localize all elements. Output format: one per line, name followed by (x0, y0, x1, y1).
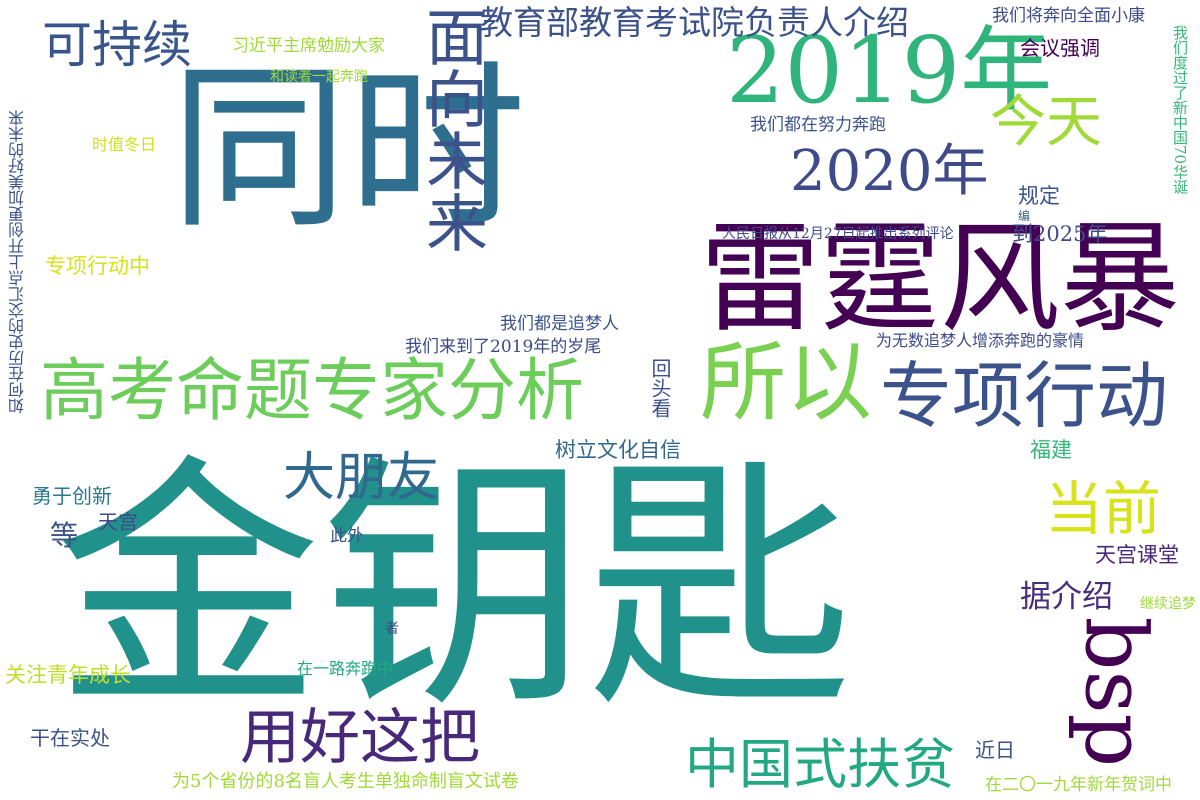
word-zhuanxiang-xingdong: 专项行动 (880, 354, 1169, 438)
word-jintian: 今天 (990, 90, 1102, 155)
word-yonghao-zheba: 用好这把 (240, 703, 480, 773)
word-he-duzhe: 和读者一起奔跑 (270, 69, 368, 85)
word-mianxiang-weilai: 面向未来 (415, 5, 488, 253)
word-2019nian: 2019年 (726, 17, 1053, 124)
word-zhuanxiang-zhong: 专项行动中 (45, 254, 150, 278)
word-2020nian: 2020年 (790, 139, 989, 204)
word-guiding: 规定 (1018, 184, 1060, 208)
word-jinri: 近日 (975, 738, 1015, 762)
word-ju-jieshao: 据介绍 (1020, 579, 1113, 615)
word-dao-2025: 到2025年 (1012, 222, 1108, 246)
word-women-dou-zai: 我们都在努力奔跑 (750, 115, 886, 135)
word-tiangong-ketang: 天宫课堂 (1095, 543, 1179, 567)
word-renmin-ribao: 人民日报从12月27日起推出系列评论 (722, 226, 954, 242)
word-suoyi: 所以 (700, 333, 872, 433)
word-bian: 编 (1018, 209, 1031, 223)
word-fujian: 福建 (1030, 438, 1072, 462)
word-zhongguoshi-fupin: 中国式扶贫 (685, 733, 955, 796)
word-huitoukan: 回头看 (648, 358, 672, 418)
word-guanzhu-qingnian: 关注青年成长 (5, 663, 131, 687)
word-ganzai-shichu: 干在实处 (30, 726, 110, 750)
word-bsp: bsp (1066, 616, 1165, 768)
word-leiting-fengbao: 雷霆风暴 (700, 210, 1180, 349)
word-shuli-wenhua-zixin: 树立文化自信 (555, 438, 681, 462)
word-yongyu-chuangxin: 勇于创新 (32, 484, 112, 508)
word-ciwai: 此外 (330, 526, 364, 546)
word-xinnian-heci: 在二〇一九年新年贺词中 (985, 775, 1172, 795)
word-jinyaoshi: 金钥匙 (55, 433, 853, 743)
word-zhuimengren: 我们都是追梦人 (500, 314, 619, 334)
word-gaokao-mingti: 高考命题专家分析 (40, 352, 585, 431)
word-tiangong: 天宫 (98, 510, 138, 534)
word-dapengyou: 大朋友 (283, 448, 440, 508)
word-shizhi-dongri: 时值冬日 (92, 135, 157, 154)
word-lishi-jiaohuidian: 如何在历史的交汇点上开创更加美好的未来 (8, 110, 27, 414)
word-jixu-zhuimeng: 继续追梦 (1140, 596, 1196, 612)
word-tongshi: 同时 (170, 45, 526, 252)
word-yilu-benpao: 在一路奔跑中 (297, 659, 394, 678)
word-deng: 等 (50, 519, 79, 552)
word-xijinping: 习近平主席勉励大家 (232, 36, 385, 56)
word-70-huadan: 我们度过了新中国70华诞 (1171, 25, 1189, 195)
word-suiwei: 我们来到了2019年的岁尾 (405, 337, 602, 357)
word-huiyi-qiangdiao: 会议强调 (1020, 36, 1100, 60)
word-haoqing: 为无数追梦人增添奔跑的豪情 (876, 331, 1085, 350)
word-dangqian: 当前 (1045, 475, 1162, 543)
word-benxiang-xiaokang: 我们将奔向全面小康 (992, 6, 1145, 26)
word-zhe: 者 (385, 621, 399, 637)
word-jiaoyubu: 教育部教育考试院负责人介绍 (480, 3, 909, 42)
word-kechixu: 可持续 (42, 16, 192, 74)
word-mangwen-shijuan: 为5个省份的8名盲人考生单独命制盲文试卷 (172, 771, 519, 792)
